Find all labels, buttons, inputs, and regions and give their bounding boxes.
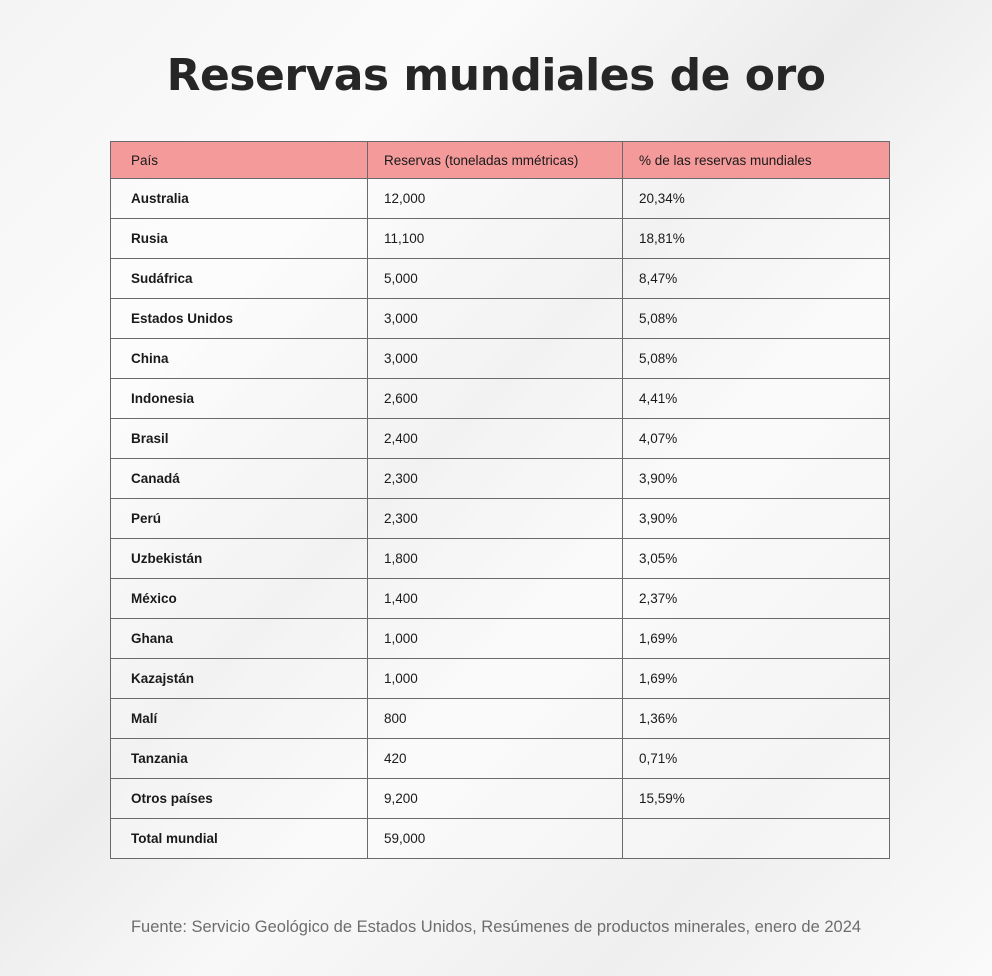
cell-reserves: 420 (367, 738, 623, 779)
cell-reserves: 5,000 (367, 258, 623, 299)
table-row: Australia 12,000 20,34% (110, 178, 890, 219)
table-row: Total mundial 59,000 (110, 818, 890, 859)
cell-country: Otros países (110, 778, 368, 819)
table-row: Canadá 2,300 3,90% (110, 458, 890, 499)
cell-percent: 20,34% (622, 178, 890, 219)
cell-country: Estados Unidos (110, 298, 368, 339)
cell-country: Australia (110, 178, 368, 219)
cell-reserves: 2,600 (367, 378, 623, 419)
table-row: Indonesia 2,600 4,41% (110, 378, 890, 419)
cell-reserves: 1,400 (367, 578, 623, 619)
table-row: Perú 2,300 3,90% (110, 498, 890, 539)
cell-percent (622, 818, 890, 859)
table-row: Otros países 9,200 15,59% (110, 778, 890, 819)
gold-reserves-table: País Reservas (toneladas mmétricas) % de… (110, 141, 890, 859)
cell-percent: 5,08% (622, 298, 890, 339)
cell-country: Total mundial (110, 818, 368, 859)
cell-reserves: 11,100 (367, 218, 623, 259)
table-row: Sudáfrica 5,000 8,47% (110, 258, 890, 299)
cell-country: Rusia (110, 218, 368, 259)
cell-country: Canadá (110, 458, 368, 499)
column-header-country: País (110, 141, 368, 179)
table-row: Malí 800 1,36% (110, 698, 890, 739)
cell-country: Sudáfrica (110, 258, 368, 299)
table-row: Estados Unidos 3,000 5,08% (110, 298, 890, 339)
cell-reserves: 2,300 (367, 498, 623, 539)
cell-reserves: 3,000 (367, 338, 623, 379)
cell-percent: 4,07% (622, 418, 890, 459)
cell-percent: 15,59% (622, 778, 890, 819)
source-note: Fuente: Servicio Geológico de Estados Un… (130, 918, 862, 936)
cell-percent: 5,08% (622, 338, 890, 379)
table-row: Ghana 1,000 1,69% (110, 618, 890, 659)
cell-percent: 3,90% (622, 498, 890, 539)
table-row: Kazajstán 1,000 1,69% (110, 658, 890, 699)
cell-reserves: 3,000 (367, 298, 623, 339)
cell-country: Malí (110, 698, 368, 739)
cell-reserves: 1,000 (367, 618, 623, 659)
cell-reserves: 1,800 (367, 538, 623, 579)
cell-percent: 8,47% (622, 258, 890, 299)
cell-percent: 3,05% (622, 538, 890, 579)
cell-country: México (110, 578, 368, 619)
cell-percent: 1,69% (622, 658, 890, 699)
column-header-reserves: Reservas (toneladas mmétricas) (367, 141, 623, 179)
cell-percent: 18,81% (622, 218, 890, 259)
cell-percent: 4,41% (622, 378, 890, 419)
cell-reserves: 1,000 (367, 658, 623, 699)
cell-country: China (110, 338, 368, 379)
cell-percent: 0,71% (622, 738, 890, 779)
cell-country: Uzbekistán (110, 538, 368, 579)
cell-country: Ghana (110, 618, 368, 659)
cell-percent: 2,37% (622, 578, 890, 619)
cell-percent: 1,69% (622, 618, 890, 659)
cell-reserves: 2,300 (367, 458, 623, 499)
cell-reserves: 12,000 (367, 178, 623, 219)
table-row: China 3,000 5,08% (110, 338, 890, 379)
table-row: Rusia 11,100 18,81% (110, 218, 890, 259)
cell-reserves: 800 (367, 698, 623, 739)
cell-reserves: 59,000 (367, 818, 623, 859)
cell-reserves: 9,200 (367, 778, 623, 819)
cell-country: Indonesia (110, 378, 368, 419)
cell-percent: 3,90% (622, 458, 890, 499)
table-row: Tanzania 420 0,71% (110, 738, 890, 779)
cell-country: Perú (110, 498, 368, 539)
cell-reserves: 2,400 (367, 418, 623, 459)
cell-country: Tanzania (110, 738, 368, 779)
page-title: Reservas mundiales de oro (166, 50, 826, 101)
table-row: Brasil 2,400 4,07% (110, 418, 890, 459)
cell-country: Brasil (110, 418, 368, 459)
cell-percent: 1,36% (622, 698, 890, 739)
cell-country: Kazajstán (110, 658, 368, 699)
table-header-row: País Reservas (toneladas mmétricas) % de… (110, 141, 890, 179)
column-header-percent: % de las reservas mundiales (622, 141, 890, 179)
table-row: México 1,400 2,37% (110, 578, 890, 619)
table-row: Uzbekistán 1,800 3,05% (110, 538, 890, 579)
